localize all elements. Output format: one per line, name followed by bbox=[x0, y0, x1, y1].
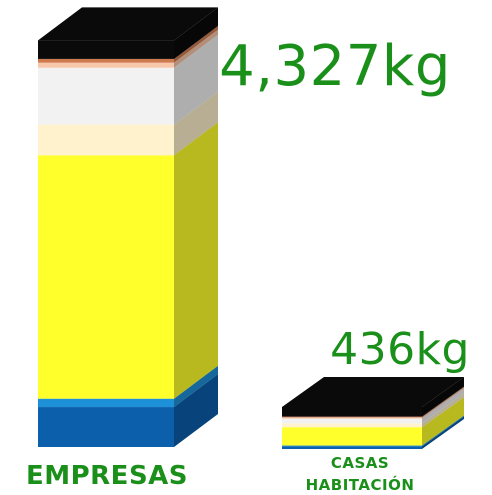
bar-segment-front bbox=[38, 155, 174, 399]
bar-segment-side bbox=[422, 388, 464, 424]
bar-segment-front bbox=[282, 418, 422, 424]
bar-total-label: 436kg bbox=[330, 324, 470, 375]
bar-segment-side bbox=[174, 365, 218, 408]
bar-segment-front bbox=[38, 67, 174, 125]
bar-segment-side bbox=[174, 374, 218, 447]
bar-segment-side bbox=[422, 397, 464, 446]
bar-total-label: 4,327kg bbox=[219, 34, 451, 99]
bar-segment-front bbox=[38, 407, 174, 447]
bar-segment-front bbox=[38, 58, 174, 63]
bar-segment-front bbox=[38, 398, 174, 408]
bar-segment-side bbox=[422, 415, 464, 447]
category-label: EMPRESAS bbox=[26, 461, 188, 491]
bar-segment-front bbox=[38, 62, 174, 68]
bar-segment-front bbox=[38, 124, 174, 156]
category-label: HABITACIÓN bbox=[306, 475, 415, 494]
bar-segment-side bbox=[174, 25, 218, 63]
bar-segment-front bbox=[282, 423, 422, 428]
bar-segment-front bbox=[282, 407, 422, 417]
bar-segment-side bbox=[422, 387, 464, 419]
bar-segment-side bbox=[174, 122, 218, 399]
bar-segment-top bbox=[38, 7, 218, 41]
bar-segment-side bbox=[174, 29, 218, 68]
bar-segment-side bbox=[174, 7, 218, 59]
bar-segment-top bbox=[282, 377, 464, 407]
bar-segment-side bbox=[422, 393, 464, 428]
bar-segment-front bbox=[38, 40, 174, 59]
bar-segment-side bbox=[174, 91, 218, 156]
bar-segment-front bbox=[282, 427, 422, 446]
bar-segment-side bbox=[422, 416, 464, 449]
bar-segment-front bbox=[282, 417, 422, 419]
bar-segment-front bbox=[282, 445, 422, 447]
bar-segment-side bbox=[422, 377, 464, 417]
bar-segment-front bbox=[282, 446, 422, 449]
category-label: CASAS bbox=[331, 454, 389, 472]
bar-segment-side bbox=[174, 34, 218, 125]
bar-segment-side bbox=[422, 386, 464, 418]
bar-segment-front bbox=[282, 416, 422, 418]
